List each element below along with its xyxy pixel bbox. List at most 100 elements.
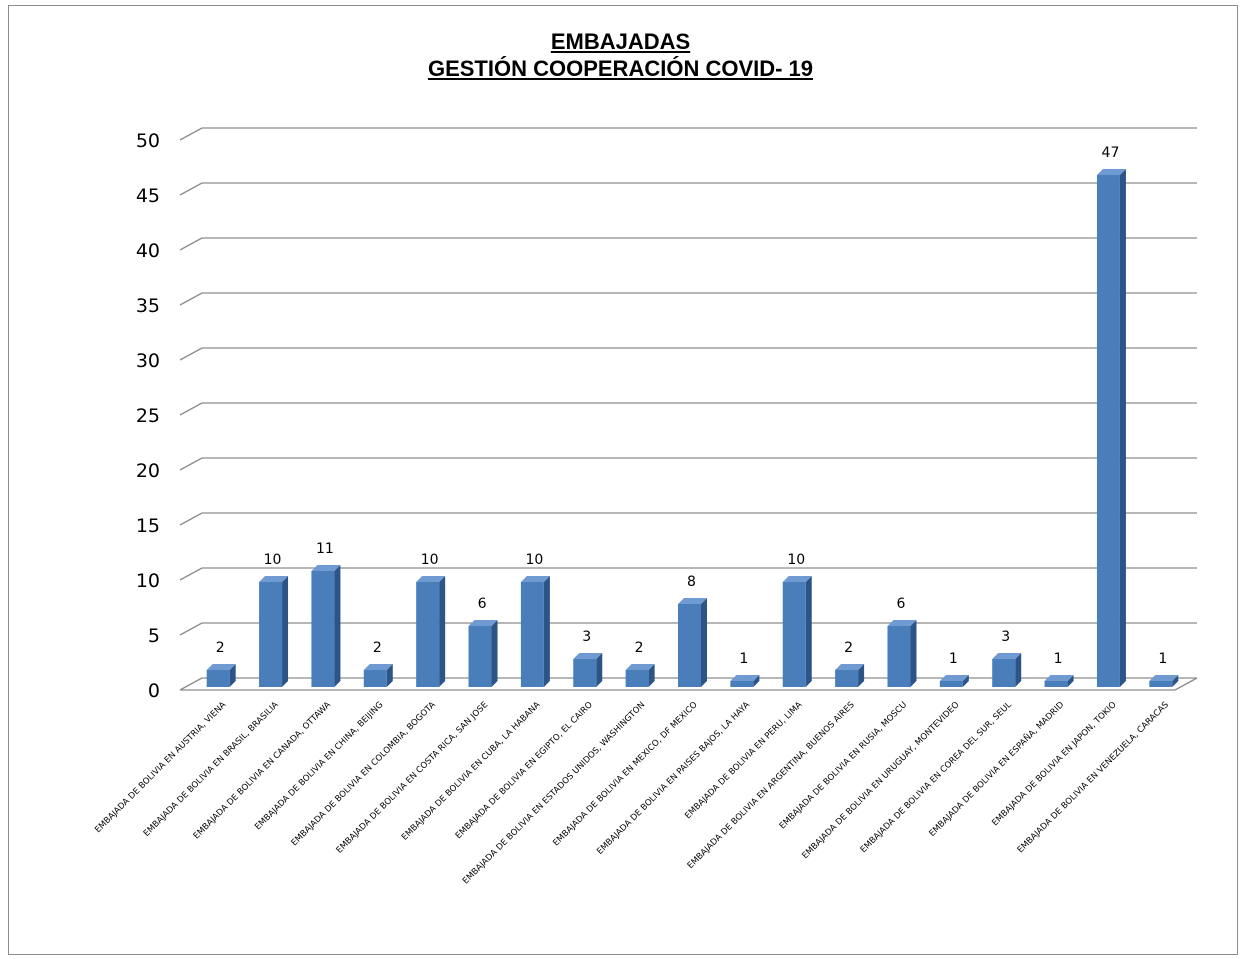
data-label: 10 xyxy=(421,552,439,568)
bar-top xyxy=(520,576,550,582)
x-tick-label: EMBAJADA DE BOLIVIA EN PERU, LIMA xyxy=(683,700,804,821)
bar xyxy=(259,576,289,687)
x-axis-labels: EMBAJADA DE BOLIVIA EN AUSTRIA, VIENAEMB… xyxy=(93,699,1171,886)
data-label: 6 xyxy=(897,596,906,612)
bars xyxy=(206,169,1179,687)
bar-front xyxy=(259,582,283,687)
bar-top xyxy=(887,620,917,626)
bar-front xyxy=(1096,175,1120,687)
data-label: 1 xyxy=(949,651,958,667)
x-tick-label: EMBAJADA DE BOLIVIA EN ESTADOS UNIDOS, W… xyxy=(461,700,647,886)
bar-front xyxy=(625,670,649,687)
bar-side xyxy=(1067,675,1074,687)
bar-side xyxy=(858,664,865,687)
gridline-tick xyxy=(179,292,203,306)
data-label: 11 xyxy=(316,541,334,557)
data-label: 8 xyxy=(687,574,696,590)
bar-top xyxy=(939,675,969,681)
bar-top xyxy=(363,664,393,670)
chart-title: EMBAJADAS GESTIÓN COOPERACIÓN COVID- 19 xyxy=(0,28,1241,82)
bar-side xyxy=(229,664,236,687)
bar-side xyxy=(648,664,655,687)
data-label: 10 xyxy=(525,552,543,568)
data-label: 1 xyxy=(739,651,748,667)
gridline-tick xyxy=(179,457,203,471)
bar xyxy=(363,664,393,687)
bar-front xyxy=(992,659,1016,687)
bar-top xyxy=(782,576,812,582)
bar-side xyxy=(491,620,498,687)
bar xyxy=(1096,169,1126,687)
bar-side xyxy=(282,576,289,687)
y-tick-label: 45 xyxy=(136,185,160,207)
y-tick-label: 40 xyxy=(136,240,160,262)
bar-front xyxy=(520,582,544,687)
bar xyxy=(206,664,236,687)
chart-title-line-2: GESTIÓN COOPERACIÓN COVID- 19 xyxy=(427,56,814,81)
y-tick-label: 35 xyxy=(136,295,160,317)
bar-front xyxy=(573,659,597,687)
y-tick-label: 30 xyxy=(136,350,160,372)
bar-side xyxy=(334,565,341,687)
gridlines xyxy=(179,127,1198,691)
bar-top xyxy=(573,653,603,659)
bar-side xyxy=(543,576,550,687)
bar xyxy=(835,664,865,687)
bar-front xyxy=(835,670,859,687)
bar xyxy=(573,653,603,687)
bar xyxy=(678,598,707,687)
bar-front xyxy=(468,626,492,687)
bar-front xyxy=(782,582,806,687)
data-labels: 2 10 11 2 10 6 10 3 2 8 1 10 2 6 1 3 1 47 1 xyxy=(216,145,1168,667)
gridline-tick xyxy=(179,677,203,691)
y-tick-label: 5 xyxy=(148,625,160,647)
bar-top xyxy=(1149,675,1179,681)
bar-top xyxy=(206,664,236,670)
bar-top xyxy=(678,598,707,604)
gridline-tick xyxy=(179,237,203,251)
bar-side xyxy=(805,576,812,687)
data-label: 3 xyxy=(1001,629,1010,645)
y-tick-label: 0 xyxy=(148,680,160,702)
bar-top xyxy=(416,576,446,582)
bar-side xyxy=(596,653,603,687)
bar-front xyxy=(311,571,335,687)
bar-side xyxy=(1172,675,1179,687)
bar-top xyxy=(730,675,760,681)
bar xyxy=(1149,675,1179,687)
bar-side xyxy=(753,675,760,687)
data-label: 2 xyxy=(216,640,225,656)
y-tick-label: 25 xyxy=(136,405,160,427)
y-tick-label: 50 xyxy=(136,130,160,152)
bar-side xyxy=(439,576,446,687)
bar-top xyxy=(625,664,655,670)
bar-top xyxy=(468,620,498,626)
bar xyxy=(730,675,760,687)
gridline-tick xyxy=(179,567,203,581)
bar-top xyxy=(1044,675,1074,681)
y-axis: 0 5 10 15 20 25 30 35 40 45 50 xyxy=(136,130,160,702)
bar-side xyxy=(701,598,707,687)
bar-front xyxy=(1044,681,1068,687)
data-label: 10 xyxy=(264,552,282,568)
chart-frame xyxy=(8,5,1238,955)
data-label: 1 xyxy=(1054,651,1063,667)
gridline-tick xyxy=(179,127,203,141)
bar-top xyxy=(259,576,289,582)
bar-front xyxy=(887,626,911,687)
bar xyxy=(468,620,498,687)
data-label: 1 xyxy=(1158,651,1167,667)
chart-title-line-1: EMBAJADAS xyxy=(550,29,691,54)
y-tick-label: 20 xyxy=(136,460,160,482)
data-label: 2 xyxy=(373,640,382,656)
bar-top xyxy=(835,664,865,670)
bar-front xyxy=(730,681,754,687)
y-tick-label: 15 xyxy=(136,515,160,537)
bar-side xyxy=(962,675,969,687)
bar-side xyxy=(910,620,917,687)
bar-front xyxy=(206,670,230,687)
bar xyxy=(887,620,917,687)
gridline-tick xyxy=(179,347,203,361)
bar-front xyxy=(939,681,963,687)
